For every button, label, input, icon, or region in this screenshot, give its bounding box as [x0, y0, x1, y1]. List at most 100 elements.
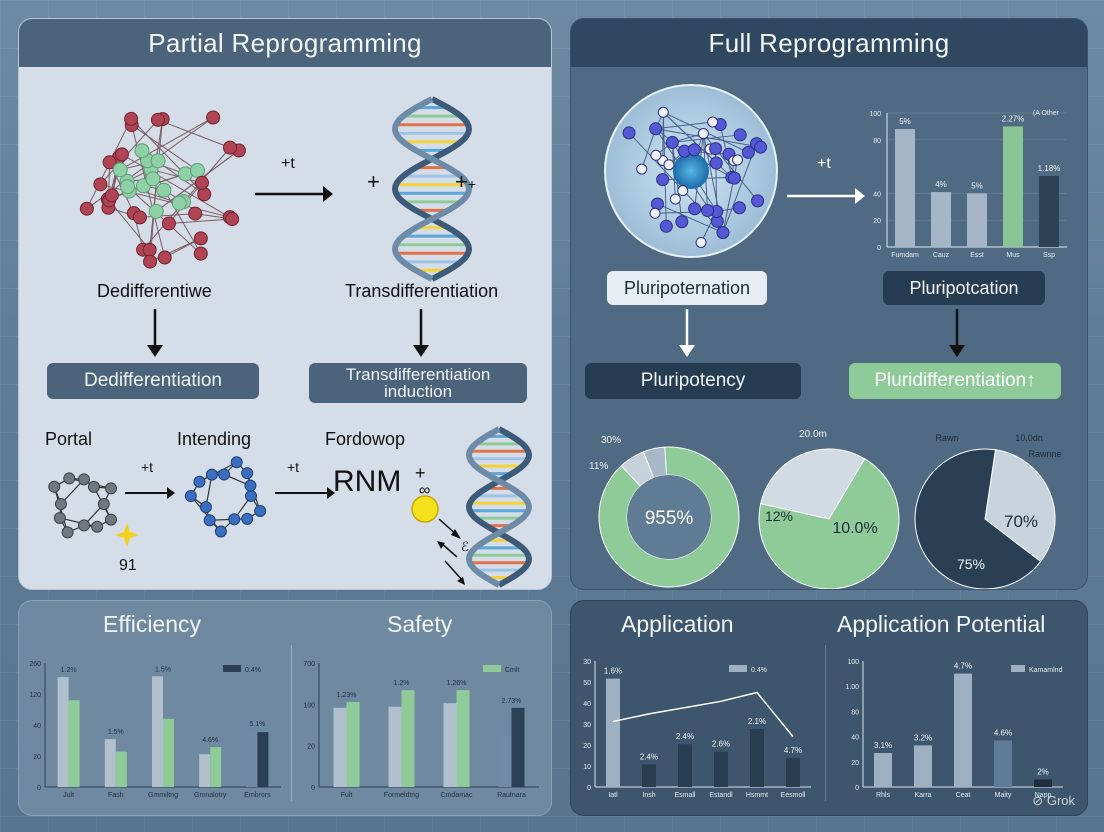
arrow-right-icon: [125, 487, 175, 499]
bond: [157, 119, 231, 149]
atom: [695, 236, 707, 248]
atom: [241, 512, 254, 525]
atom: [656, 173, 670, 187]
atom: [636, 163, 648, 175]
atom: [193, 231, 208, 246]
yellow-particle-icon: ∞ ℰ: [411, 482, 469, 585]
atom: [733, 128, 747, 142]
grok-watermark: ⊘ Grok: [1032, 793, 1075, 809]
portal-label: Portal: [45, 429, 93, 449]
arrow-down-icon: [413, 309, 429, 357]
y-tick-label: 80: [851, 709, 859, 716]
atom: [114, 147, 129, 162]
y-tick-label: 700: [303, 661, 315, 668]
top-right-bar-chart: 0 20 40 80 100 5% Fumdam 4% Cauz 5% Esst 2.27% Mus 1.…: [869, 110, 1067, 259]
atom: [622, 126, 636, 140]
dna-strand: [391, 96, 473, 282]
arrow-mark: +t: [281, 155, 295, 172]
bond: [59, 517, 98, 528]
bar-value-label: 4.6%: [994, 728, 1012, 737]
divider: [825, 645, 826, 801]
slice-label: 10.0%: [832, 520, 877, 537]
atom: [732, 201, 746, 215]
bar: [388, 706, 402, 787]
atom: [48, 480, 61, 493]
legend-label: 0.4%: [245, 667, 261, 674]
bar-value-label: 1.6%: [604, 667, 622, 676]
safety-title: Safety: [387, 611, 453, 637]
outer-label: Rawn: [935, 433, 958, 443]
donut-chart: 955% 30% 11%: [589, 435, 740, 588]
atom: [206, 110, 221, 125]
x-tick-label: Karra: [914, 792, 931, 799]
bond: [139, 213, 196, 218]
pie-slice: [760, 448, 866, 520]
y-tick-label: 0: [877, 245, 881, 252]
bar-value-label: 1.2%: [394, 680, 410, 687]
gray-molecule-icon: [48, 472, 117, 539]
atom: [228, 513, 241, 526]
atom: [184, 490, 197, 502]
bar: [1034, 779, 1052, 787]
slice-label: 12%: [765, 508, 793, 524]
bond: [119, 117, 214, 171]
dna-strand: [465, 426, 533, 588]
legend-label: Cmlt: [505, 667, 519, 674]
arrow-mark: +t: [141, 459, 154, 475]
bond: [655, 121, 713, 130]
bar: [895, 129, 915, 247]
bar-value-label: 2.6%: [712, 740, 730, 749]
bond: [662, 112, 664, 161]
blue-molecule-icon: [184, 456, 267, 538]
atom: [61, 526, 74, 539]
x-tick-label: Mus: [1006, 252, 1020, 259]
x-tick-label: Iatl: [608, 792, 618, 799]
atom: [143, 254, 158, 269]
x-tick-label: Esmall: [674, 792, 695, 799]
slice-label: 70%: [1004, 512, 1038, 531]
x-tick-label: Cauz: [933, 252, 950, 259]
atom: [194, 175, 209, 190]
arrow-right-icon: [255, 186, 333, 202]
panel-title: Full Reprogramming: [571, 19, 1087, 67]
bar: [163, 718, 174, 787]
bar: [443, 703, 457, 787]
atom: [53, 511, 66, 524]
atom: [707, 116, 719, 128]
bar-value-label: 1.2%: [61, 667, 77, 674]
atom: [245, 490, 257, 502]
y-tick-label: 20: [307, 744, 315, 751]
application-potential-chart: 0 20 40 80 1.00 100 3.1% Rhls 3.2% Karra 4.7% Ceat 4…: [845, 659, 1063, 799]
x-tick-label: Napp: [1035, 792, 1052, 799]
safety-bar-chart: 0 20 100 700 1.23% Fult 1.2% Formeldtng 1.26% Cmd…: [303, 661, 539, 799]
bar: [333, 707, 347, 787]
x-tick-label: Eesmoll: [781, 792, 806, 799]
atom: [665, 135, 679, 149]
rnm-label: RNM: [333, 465, 402, 498]
efficiency-bar-chart: 0 20 40 120 260 1.2% Jult 1.5% Fash 1.5% Gmmiltng 4…: [29, 661, 281, 799]
watermark-text: Grok: [1046, 793, 1075, 808]
bond: [655, 128, 761, 148]
partial-reprogramming-panel: Partial Reprogramming +t + ++ Dedifferen…: [18, 18, 552, 590]
bar: [498, 733, 512, 787]
atom: [709, 156, 723, 170]
svg-text:ℰ: ℰ: [461, 539, 469, 554]
y-tick-label: 40: [33, 723, 41, 730]
atom: [688, 202, 702, 216]
atom: [697, 128, 709, 140]
slice-label: 75%: [957, 556, 985, 572]
bar-value-label: 1.5%: [108, 729, 124, 736]
atom: [193, 246, 208, 261]
bond: [190, 495, 222, 532]
y-tick-label: 30: [583, 659, 591, 666]
atom: [78, 519, 90, 532]
bar: [678, 744, 692, 787]
x-tick-label: Fumdam: [891, 252, 919, 259]
bar: [931, 192, 951, 247]
legend-swatch: [223, 665, 241, 672]
bar: [954, 673, 972, 787]
atom: [650, 149, 662, 161]
bar-value-label: 5.1%: [249, 721, 265, 728]
x-tick-label: Jult: [63, 792, 74, 799]
bar: [994, 740, 1012, 787]
